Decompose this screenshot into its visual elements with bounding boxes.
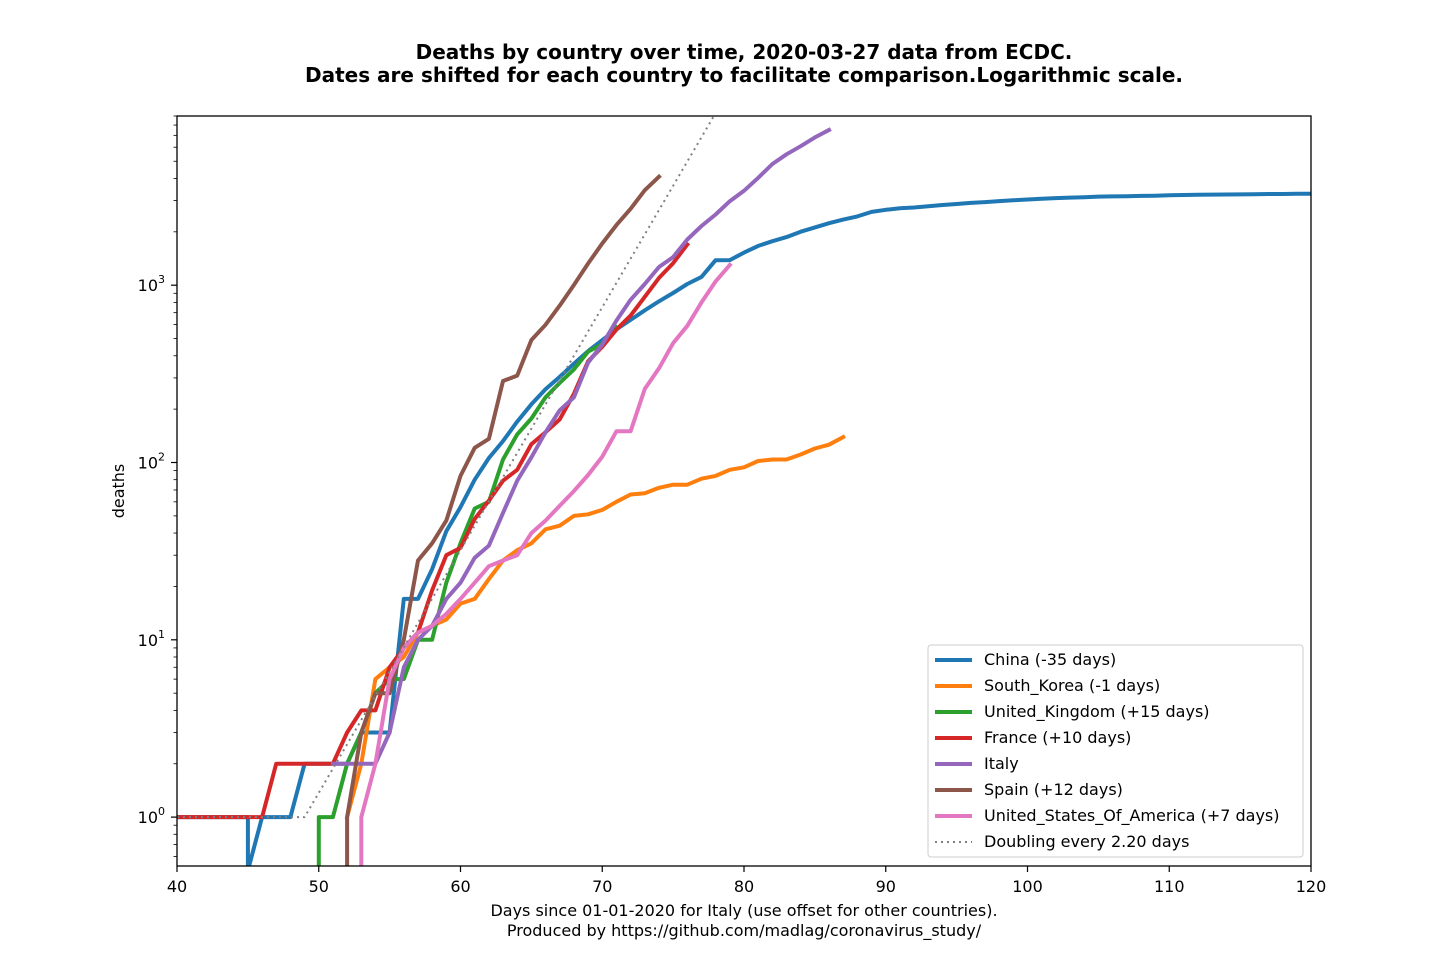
y-axis-label: deaths xyxy=(109,464,128,519)
legend: China (-35 days) South_Korea (-1 days) Uni… xyxy=(927,644,1304,858)
x-axis: 40 50 60 70 80 90 100 110 120 xyxy=(167,866,1326,896)
legend-entry: France (+10 days) xyxy=(984,728,1131,747)
series-layer xyxy=(177,116,1311,866)
x-tick-label: 60 xyxy=(450,877,470,896)
x-tick-label: 100 xyxy=(1012,877,1043,896)
legend-entry: Italy xyxy=(984,754,1019,773)
y-tick-label: 100 xyxy=(138,805,165,827)
x-tick-label: 70 xyxy=(592,877,612,896)
legend-entry: United_States_Of_America (+7 days) xyxy=(984,806,1280,826)
legend-entry: China (-35 days) xyxy=(984,650,1116,669)
series-line-7 xyxy=(177,116,716,819)
x-axis-label: Days since 01-01-2020 for Italy (use off… xyxy=(490,901,997,920)
y-tick-label: 102 xyxy=(138,450,165,472)
legend-entry: South_Korea (-1 days) xyxy=(984,676,1160,696)
x-tick-label: 40 xyxy=(167,877,187,896)
x-axis-label-credit: Produced by https://github.com/madlag/co… xyxy=(507,921,982,941)
series-line-6 xyxy=(359,262,733,866)
series-line-0 xyxy=(177,191,1311,866)
legend-frame xyxy=(927,644,1304,858)
legend-entry: Spain (+12 days) xyxy=(984,780,1123,799)
x-tick-label: 50 xyxy=(309,877,329,896)
y-tick-label: 101 xyxy=(138,628,165,650)
x-tick-label: 110 xyxy=(1154,877,1185,896)
legend-entry: Doubling every 2.20 days xyxy=(984,832,1189,851)
x-tick-label: 120 xyxy=(1296,877,1327,896)
x-tick-label: 80 xyxy=(734,877,754,896)
chart-title: Deaths by country over time, 2020-03-27 … xyxy=(416,40,1073,64)
series-line-2 xyxy=(316,324,620,866)
chart-subtitle: Dates are shifted for each country to fa… xyxy=(305,63,1183,87)
y-axis: 100 101 102 103 xyxy=(138,115,177,857)
series-line-5 xyxy=(345,173,662,866)
legend-entry: United_Kingdom (+15 days) xyxy=(984,702,1210,722)
x-tick-label: 90 xyxy=(876,877,896,896)
series-line-4 xyxy=(330,127,832,766)
y-tick-label: 103 xyxy=(138,273,165,295)
